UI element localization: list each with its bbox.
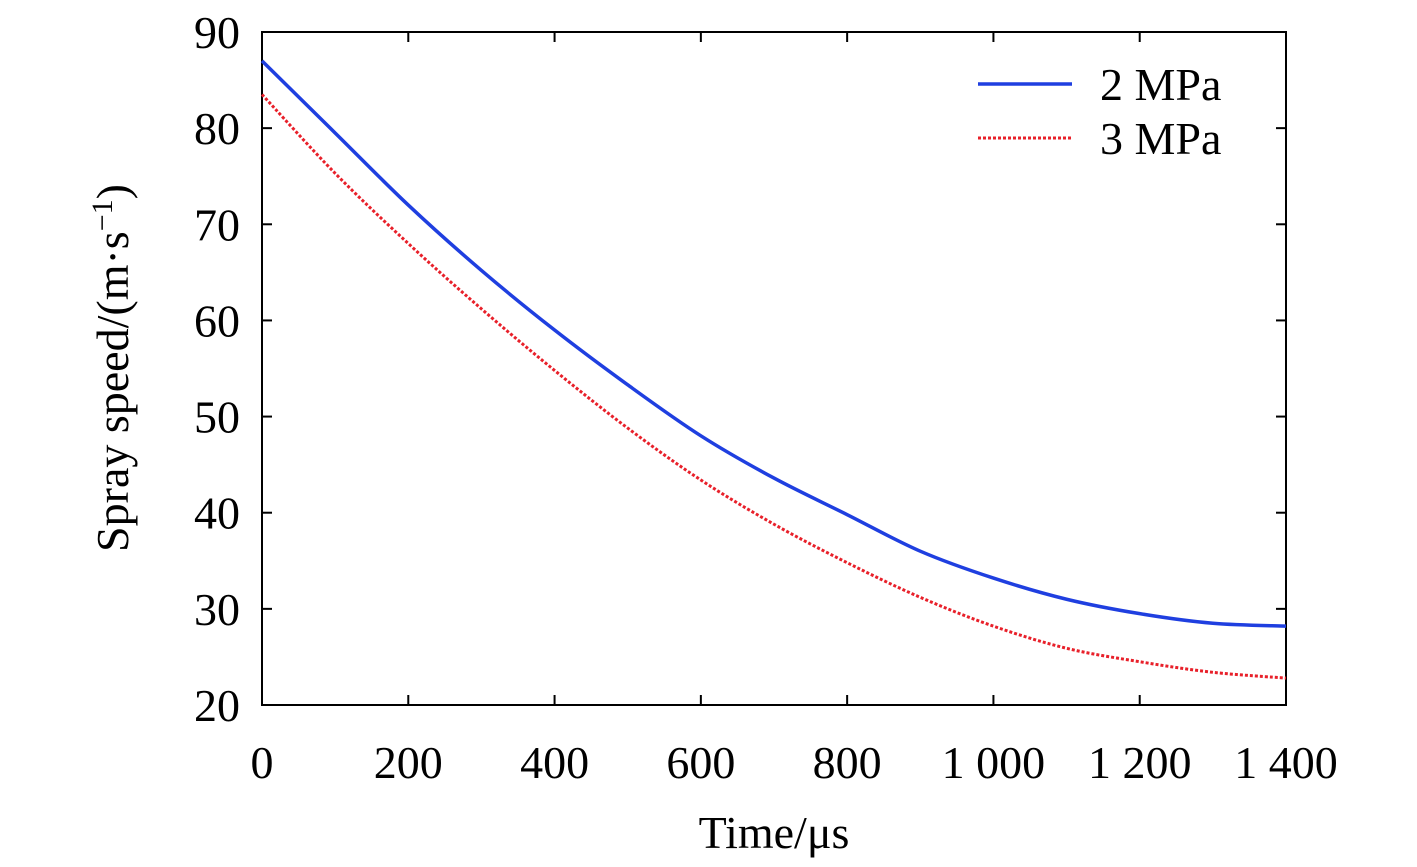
y-tick-label: 40	[194, 488, 240, 539]
x-tick-label: 1 400	[1234, 737, 1338, 788]
x-axis-title: Time/μs	[699, 807, 850, 858]
x-tick-label: 0	[251, 737, 274, 788]
y-axis-title-close: )	[87, 184, 138, 199]
x-tick-label: 1 200	[1088, 737, 1192, 788]
x-tick-label: 200	[374, 737, 443, 788]
axis-ticks: 0 200 400 600 800 1 000 1 200 1 400 20 30 40 50 60 70…	[194, 7, 1338, 788]
y-tick-label: 30	[194, 584, 240, 635]
y-tick-label: 60	[194, 295, 240, 346]
x-tick-label: 600	[666, 737, 735, 788]
series-line-1	[260, 59, 1287, 628]
series-group	[260, 59, 1287, 680]
x-tick-label: 1 000	[942, 737, 1046, 788]
legend-label-1: 2 MPa	[1100, 59, 1221, 110]
y-tick-label: 90	[194, 7, 240, 58]
y-axis-title: Spray speed/(m·s−1)	[86, 184, 138, 552]
y-tick-label: 80	[194, 103, 240, 154]
y-axis-title-main: Spray speed/(m·s	[87, 231, 138, 552]
plot-frame	[261, 31, 1287, 706]
y-tick-label: 50	[194, 392, 240, 443]
legend-label-2: 3 MPa	[1100, 113, 1221, 164]
y-axis-title-superscript: −1	[86, 199, 119, 231]
series-line-2	[260, 93, 1287, 680]
y-tick-label: 20	[194, 680, 240, 731]
y-tick-label: 70	[194, 199, 240, 250]
x-tick-label: 400	[520, 737, 589, 788]
x-tick-label: 800	[813, 737, 882, 788]
